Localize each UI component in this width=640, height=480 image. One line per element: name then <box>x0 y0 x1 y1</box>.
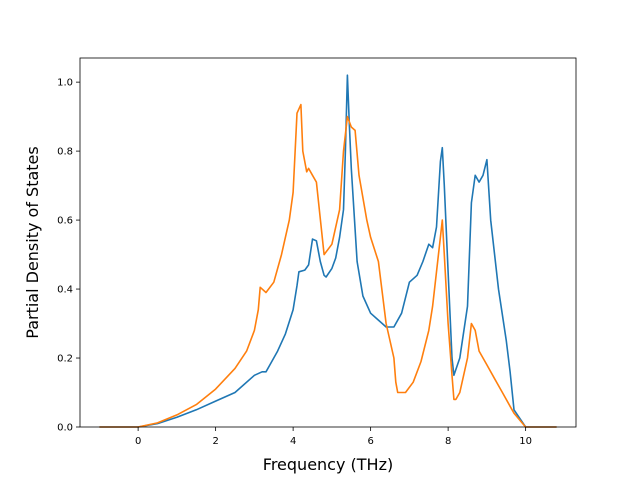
x-tick-label: 0 <box>135 436 141 447</box>
x-tick-label: 6 <box>367 436 373 447</box>
x-tick-label: 10 <box>519 436 532 447</box>
y-axis-ticks: 0.0 0.2 0.4 0.6 0.8 1.0 <box>57 78 80 434</box>
plot-area <box>99 74 557 428</box>
plot-frame <box>79 57 577 428</box>
y-tick-label: 0.2 <box>57 354 73 365</box>
x-axis-label: Frequency (THz) <box>263 455 393 474</box>
series-line-2 <box>99 103 557 428</box>
x-axis-ticks: 0 2 4 6 8 10 <box>135 427 532 447</box>
y-tick-label: 1.0 <box>57 78 73 89</box>
y-tick-label: 0.0 <box>57 423 73 434</box>
y-tick-label: 0.6 <box>57 216 73 227</box>
y-axis-label: Partial Density of States <box>23 146 42 338</box>
x-tick-label: 2 <box>212 436 218 447</box>
x-tick-label: 8 <box>445 436 451 447</box>
x-tick-label: 4 <box>290 436 296 447</box>
series-line-1 <box>99 74 557 428</box>
y-tick-label: 0.8 <box>57 147 73 158</box>
y-tick-label: 0.4 <box>57 285 73 296</box>
